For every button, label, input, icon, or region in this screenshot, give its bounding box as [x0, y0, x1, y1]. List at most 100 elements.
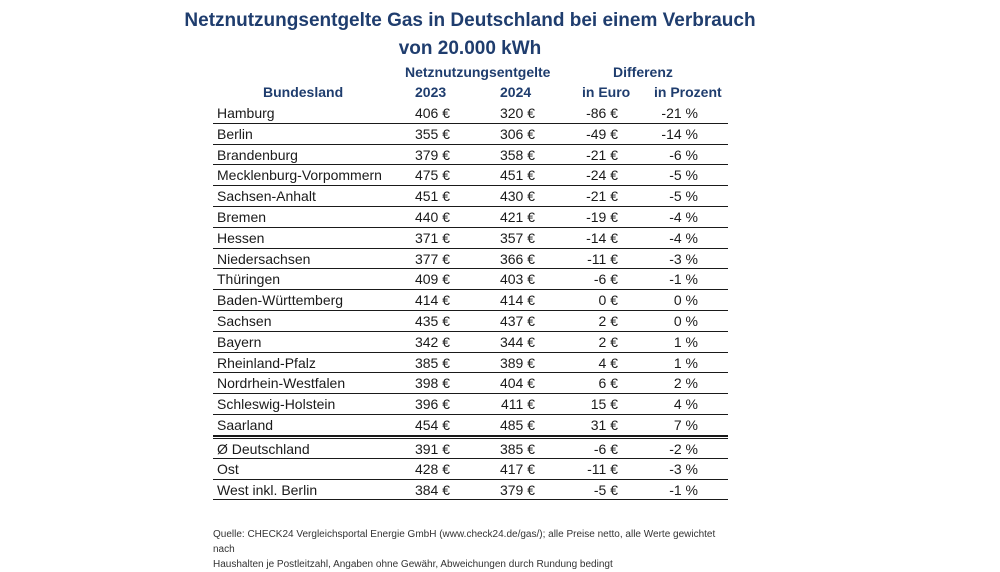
value-2023-cell: 396 € — [414, 396, 450, 413]
diff-pct-cell: 0 % — [673, 292, 698, 309]
diff-pct-cell: -4 % — [669, 229, 698, 246]
diff-euro-cell: -6 € — [593, 440, 618, 457]
value-2023-cell: 391 € — [414, 440, 450, 457]
value-2023-cell: 355 € — [414, 125, 450, 142]
bundesland-cell: Sachsen-Anhalt — [217, 188, 316, 205]
header-bundesland: Bundesland — [263, 84, 344, 100]
diff-euro-cell: -5 € — [593, 481, 618, 498]
footnote-line-1: Quelle: CHECK24 Vergleichsportal Energie… — [213, 529, 716, 555]
value-2023-cell: 377 € — [414, 250, 450, 267]
value-2024-cell: 357 € — [499, 229, 535, 246]
value-2024-cell: 320 € — [499, 105, 535, 121]
footnote-line-2: Haushalten je Postleitzahl, Angaben ohne… — [213, 559, 613, 570]
value-2024-cell: 430 € — [499, 188, 535, 205]
diff-euro-cell: -49 € — [586, 125, 618, 142]
table-row: Thüringen 409 € 403 € -6 € -1 % — [213, 269, 728, 291]
value-2024-cell: 344 € — [499, 333, 535, 350]
bundesland-cell: Rheinland-Pfalz — [217, 354, 316, 371]
table-row: Sachsen-Anhalt 451 € 430 € -21 € -5 % — [213, 186, 728, 207]
value-2023-cell: 379 € — [414, 146, 450, 163]
diff-pct-cell: -2 % — [669, 440, 698, 457]
diff-euro-cell: -86 € — [586, 105, 618, 121]
footnote: Quelle: CHECK24 Vergleichsportal Energie… — [213, 527, 733, 572]
bundesland-cell: Brandenburg — [217, 146, 298, 163]
value-2023-cell: 435 € — [414, 312, 450, 329]
bundesland-cell: West inkl. Berlin — [217, 481, 318, 498]
bundesland-cell: Saarland — [217, 416, 274, 433]
diff-pct-cell: -4 % — [669, 208, 698, 225]
value-2024-cell: 437 € — [499, 312, 535, 329]
table-row: Berlin 355 € 306 € -49 € -14 % — [213, 124, 728, 145]
diff-euro-cell: 15 € — [590, 396, 618, 413]
bundesland-cell: Ost — [217, 460, 239, 477]
diff-pct-cell: -6 % — [669, 146, 698, 163]
table-row: Mecklenburg-Vorpommern 475 € 451 € -24 € -5 … — [213, 165, 728, 187]
value-2024-cell: 451 € — [499, 167, 535, 184]
diff-pct-cell: 7 % — [673, 416, 698, 433]
bundesland-cell: Niedersachsen — [217, 250, 311, 267]
chart-title-line-1: Netznutzungsentgelte Gas in Deutschland … — [184, 10, 756, 31]
diff-euro-cell: 6 € — [598, 375, 618, 392]
diff-pct-cell: -3 % — [669, 250, 698, 267]
value-2023-cell: 342 € — [414, 333, 450, 350]
value-2023-cell: 475 € — [414, 167, 450, 184]
value-2023-cell: 414 € — [414, 292, 450, 309]
table-row: Saarland 454 € 485 € 31 € 7 % — [213, 415, 728, 436]
diff-euro-cell: -14 € — [586, 229, 618, 246]
diff-euro-cell: 2 € — [598, 333, 618, 350]
bundesland-cell: Berlin — [217, 125, 253, 142]
diff-pct-cell: -5 % — [669, 167, 698, 184]
diff-euro-cell: -19 € — [586, 208, 618, 225]
bundesland-cell: Hamburg — [217, 105, 275, 121]
bundesland-cell: Mecklenburg-Vorpommern — [217, 167, 382, 184]
diff-euro-cell: -11 € — [587, 250, 618, 267]
bundesland-cell: Schleswig-Holstein — [217, 396, 336, 413]
table-row: Nordrhein-Westfalen 398 € 404 € 6 € 2 % — [213, 373, 728, 395]
table-row: Sachsen 435 € 437 € 2 € 0 % — [213, 311, 728, 332]
value-2023-cell: 440 € — [414, 208, 450, 225]
value-2024-cell: 485 € — [499, 416, 535, 433]
table-row: Bayern 342 € 344 € 2 € 1 % — [213, 332, 728, 353]
diff-euro-cell: -11 € — [587, 460, 618, 477]
diff-pct-cell: -3 % — [669, 460, 698, 477]
value-2024-cell: 414 € — [499, 292, 535, 309]
table-row: Baden-Württemberg 414 € 414 € 0 € 0 % — [213, 290, 728, 311]
value-2023-cell: 385 € — [414, 354, 450, 371]
diff-pct-cell: -5 % — [669, 188, 698, 205]
value-2023-cell: 371 € — [414, 229, 450, 246]
value-2024-cell: 404 € — [499, 375, 535, 392]
diff-euro-cell: 31 € — [590, 416, 618, 433]
summary-row: Ost 428 € 417 € -11 € -3 % — [213, 459, 728, 480]
bundesland-cell: Baden-Württemberg — [217, 292, 344, 309]
bundesland-cell: Bayern — [217, 333, 262, 350]
table-row: Hamburg 406 € 320 € -86 € -21 % — [213, 103, 728, 124]
value-2023-cell: 454 € — [414, 416, 450, 433]
value-2023-cell: 398 € — [414, 375, 450, 392]
table-row: Schleswig-Holstein 396 € 411 € 15 € 4 % — [213, 394, 728, 415]
data-table: Hamburg 406 € 320 € -86 € -21 % Berlin 355 € 30… — [213, 103, 728, 501]
value-2023-cell: 384 € — [414, 481, 450, 498]
header-group-netznutzungsentgelte: Netznutzungsentgelte — [405, 64, 551, 80]
diff-euro-cell: -6 € — [593, 271, 618, 288]
value-2023-cell: 406 € — [414, 105, 450, 121]
value-2024-cell: 306 € — [499, 125, 535, 142]
diff-euro-cell: -24 € — [586, 167, 618, 184]
bundesland-cell: Thüringen — [217, 271, 281, 288]
value-2024-cell: 385 € — [499, 440, 535, 457]
table-row: Bremen 440 € 421 € -19 € -4 % — [213, 207, 728, 228]
value-2024-cell: 411 € — [501, 396, 535, 413]
header-group-differenz: Differenz — [613, 64, 673, 80]
diff-euro-cell: 4 € — [598, 354, 618, 371]
diff-pct-cell: -1 % — [669, 481, 698, 498]
diff-euro-cell: -21 € — [586, 188, 618, 205]
bundesland-cell: Sachsen — [217, 312, 272, 329]
diff-pct-cell: 1 % — [673, 333, 698, 350]
diff-pct-cell: 0 % — [673, 312, 698, 329]
value-2023-cell: 451 € — [414, 188, 450, 205]
value-2024-cell: 366 € — [499, 250, 535, 267]
value-2024-cell: 421 € — [499, 208, 535, 225]
diff-euro-cell: -21 € — [586, 146, 618, 163]
diff-pct-cell: 4 % — [673, 396, 698, 413]
table-row: Brandenburg 379 € 358 € -21 € -6 % — [213, 145, 728, 166]
diff-pct-cell: -14 % — [661, 125, 698, 142]
